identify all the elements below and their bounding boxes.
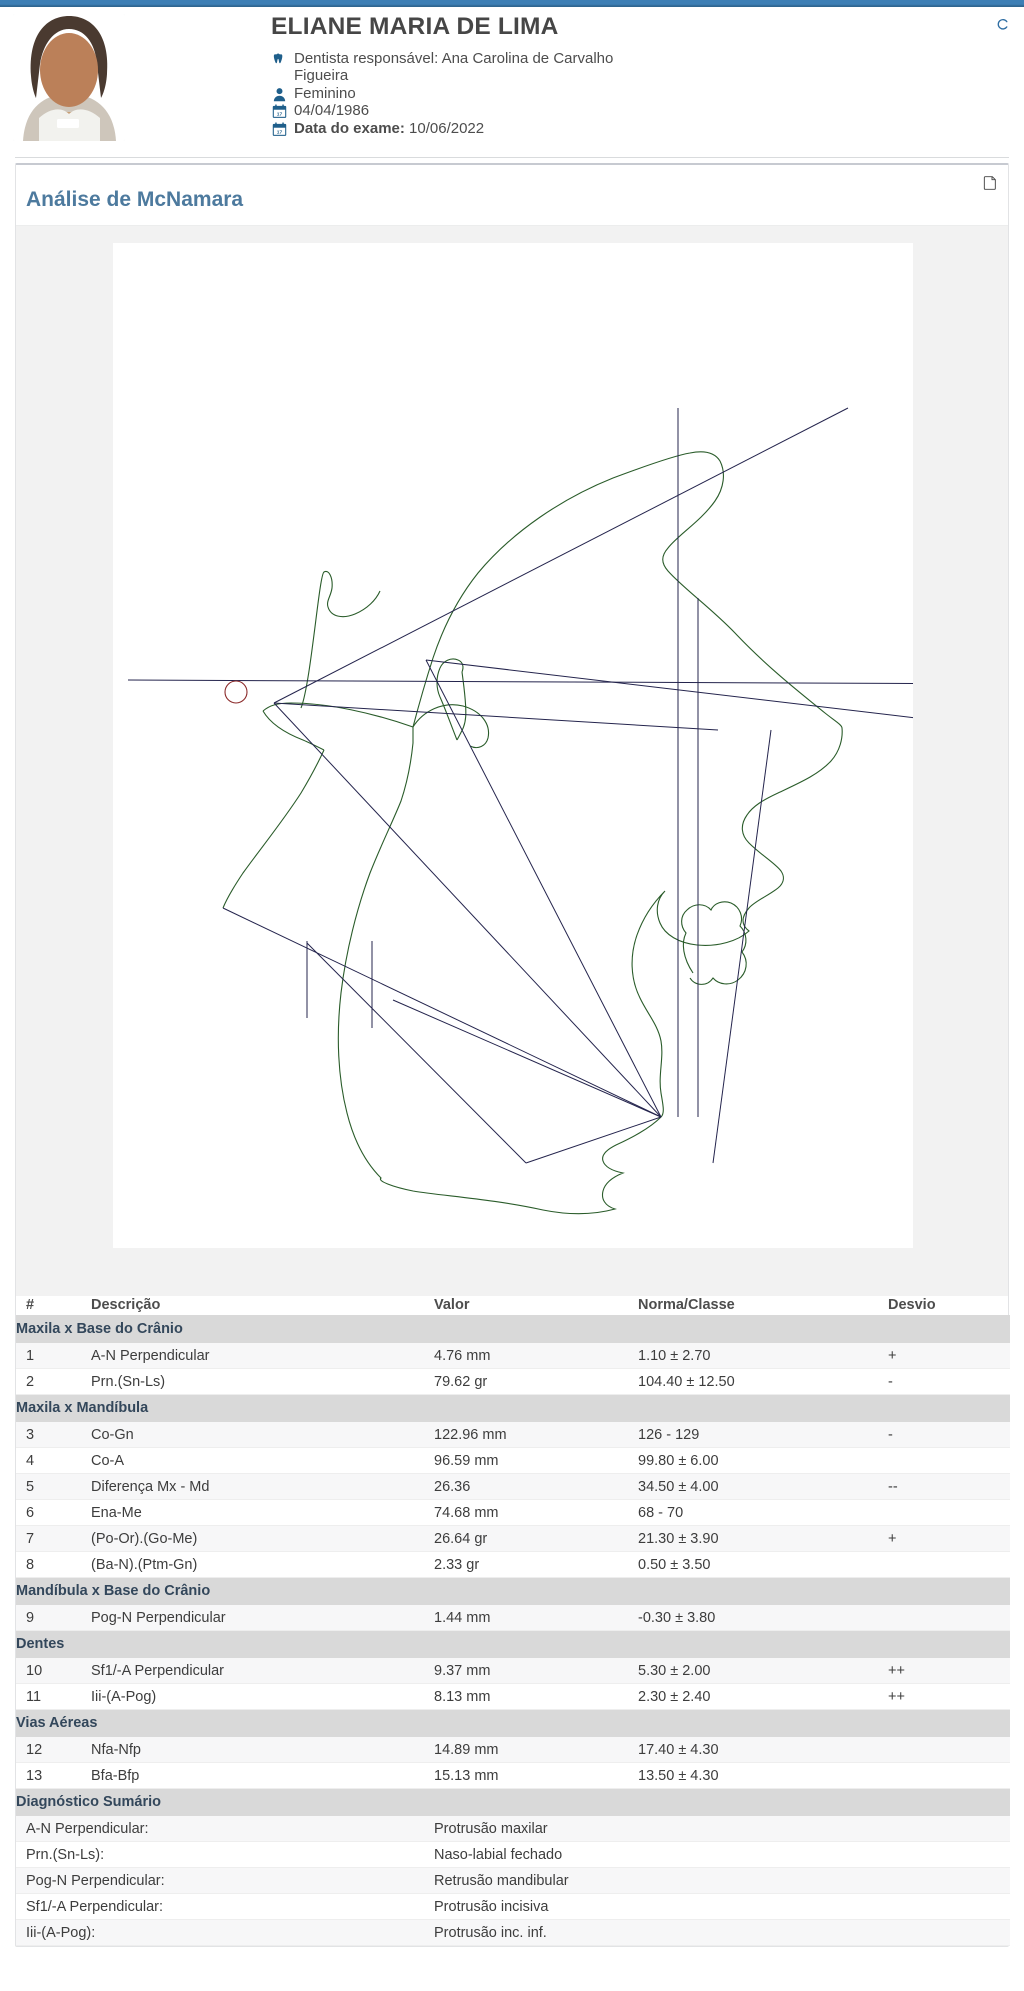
svg-text:17: 17 <box>277 129 283 135</box>
svg-text:17: 17 <box>277 112 283 118</box>
